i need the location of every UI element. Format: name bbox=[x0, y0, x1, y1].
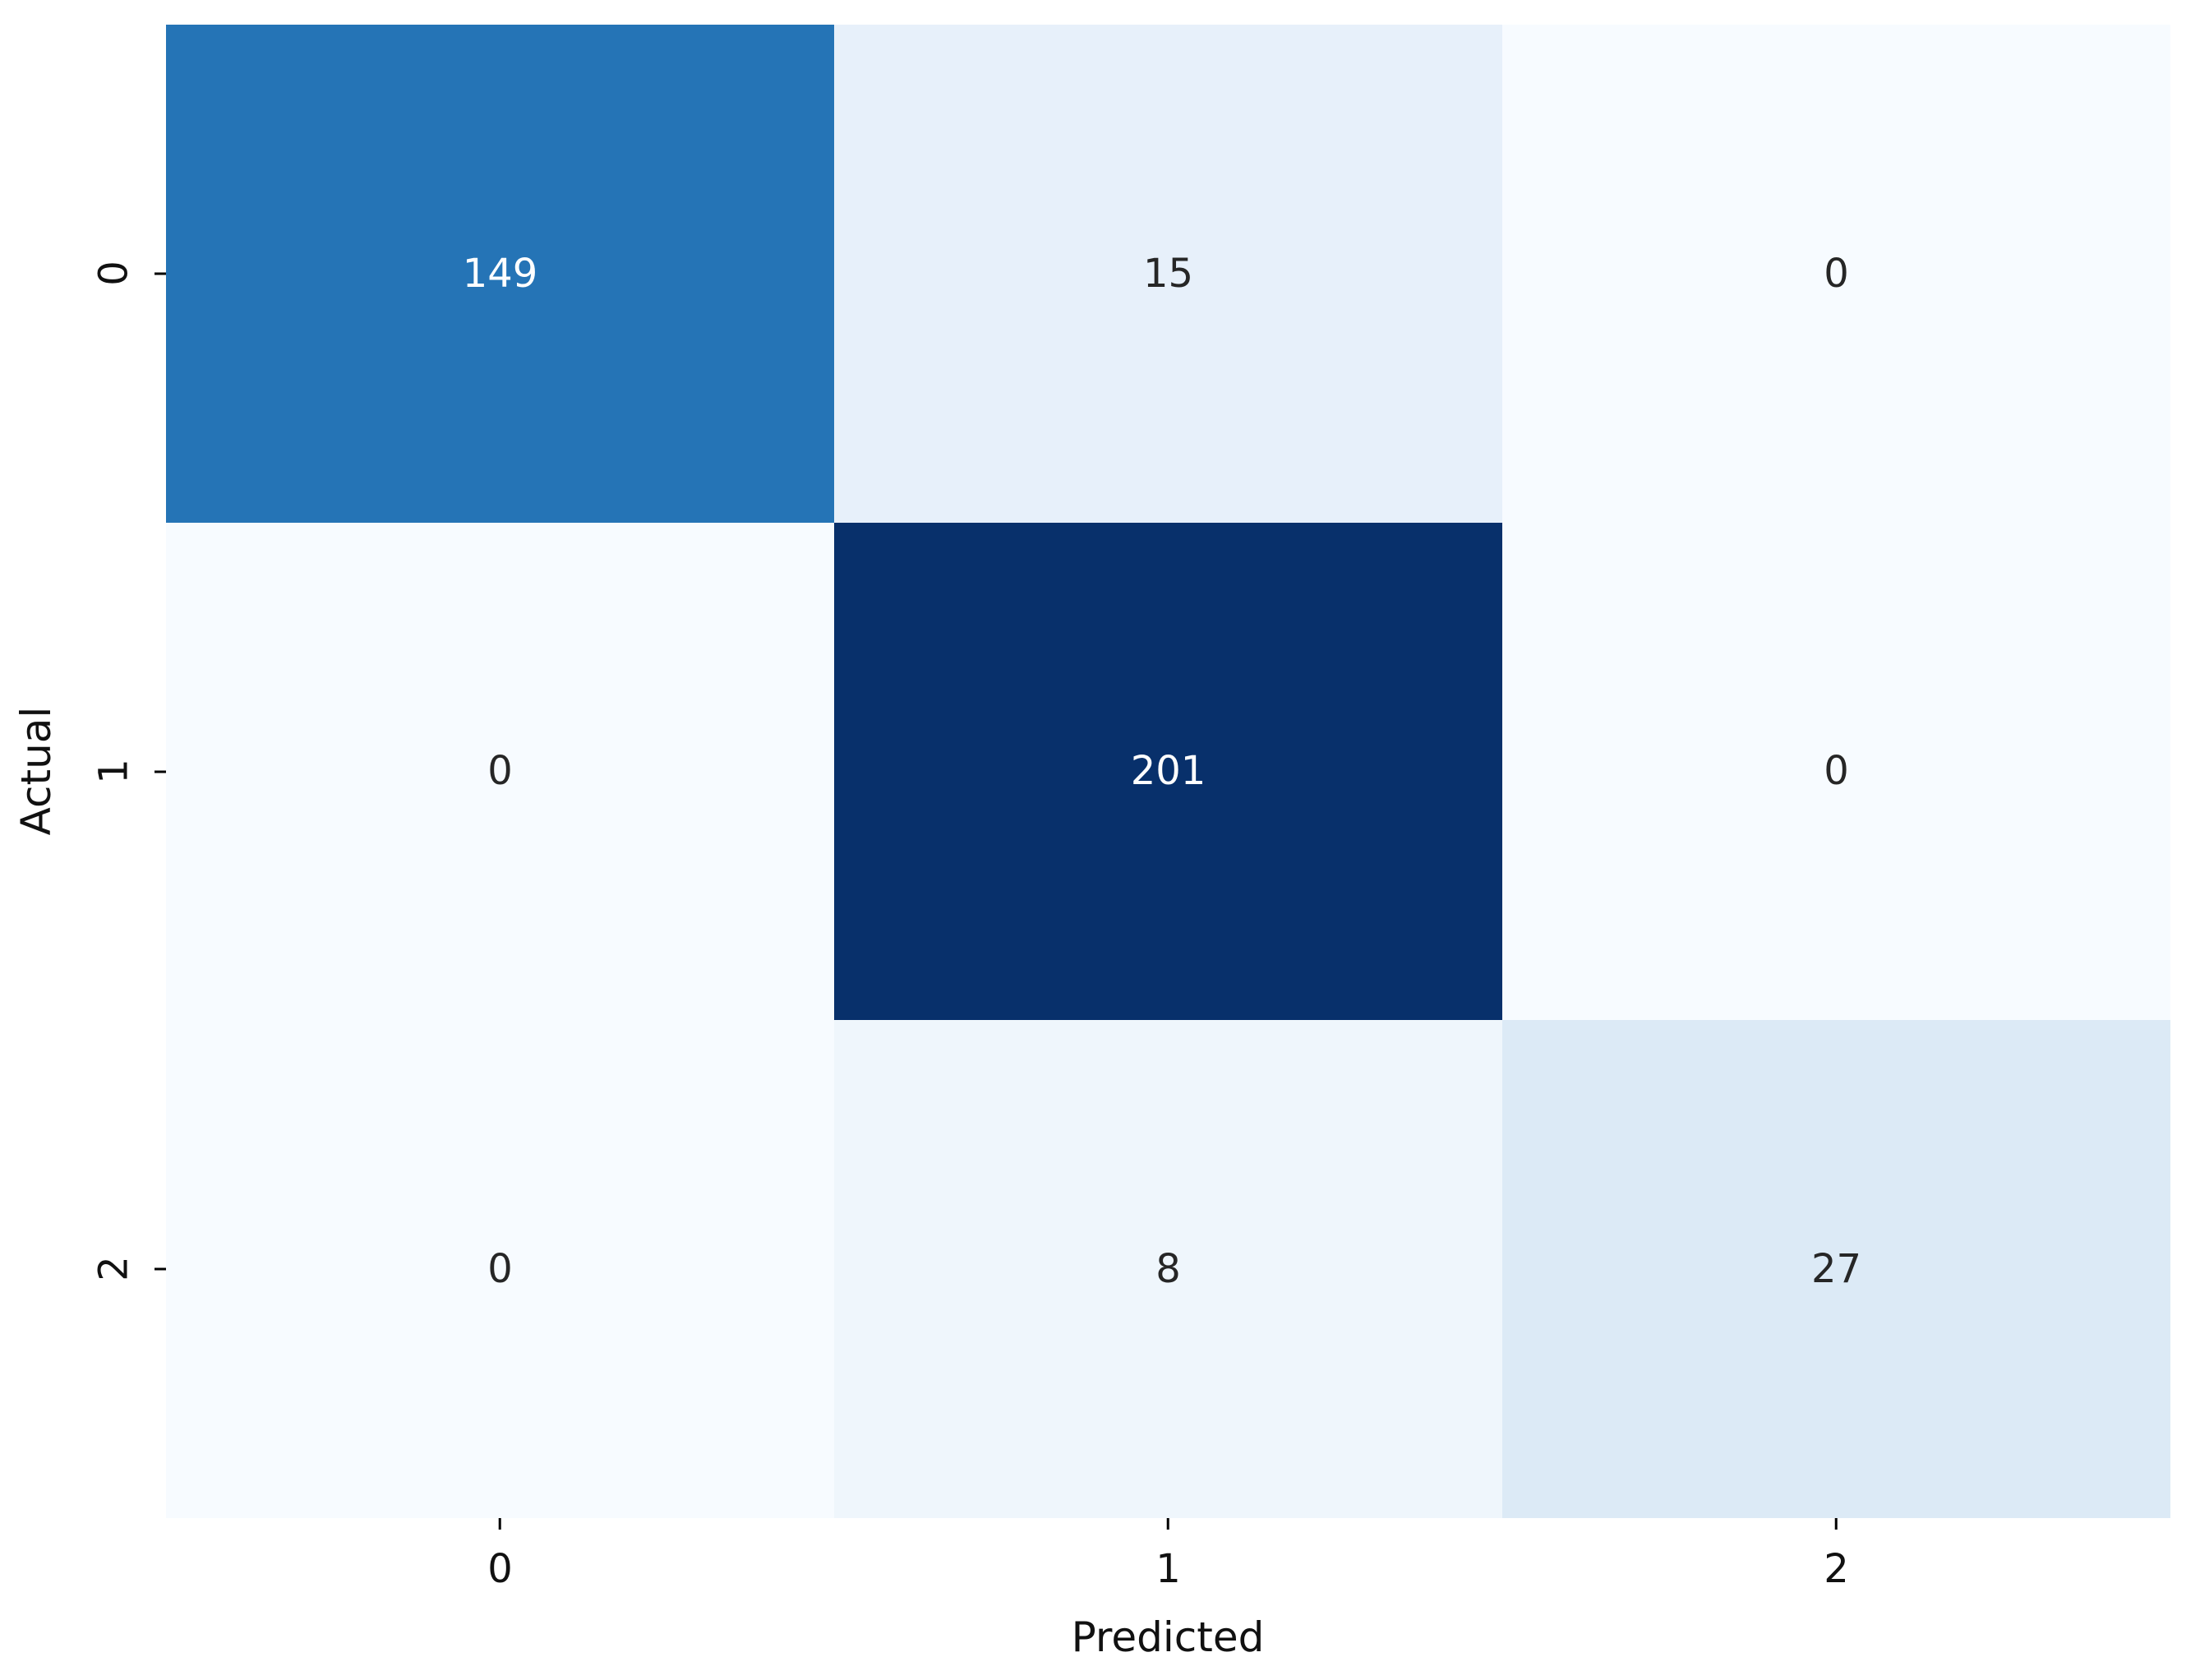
y-axis-label: Actual bbox=[12, 706, 60, 836]
y-tick-label: 1 bbox=[90, 758, 137, 784]
heatmap-cell-r2c1: 8 bbox=[834, 1020, 1502, 1518]
cell-value: 0 bbox=[1824, 250, 1849, 297]
cell-value: 0 bbox=[1824, 748, 1849, 795]
x-tick-label: 0 bbox=[487, 1546, 513, 1592]
cell-value: 15 bbox=[1142, 250, 1194, 297]
heatmap-cell-r2c0: 0 bbox=[166, 1020, 834, 1518]
cell-value: 0 bbox=[487, 1246, 513, 1293]
y-tick-label: 0 bbox=[90, 261, 137, 286]
x-tick-1: 1 bbox=[1155, 1518, 1181, 1589]
x-axis-label: Predicted bbox=[1071, 1613, 1265, 1661]
y-tick-mark bbox=[155, 770, 166, 773]
x-tick-label: 2 bbox=[1824, 1546, 1849, 1592]
heatmap-cell-r1c1: 201 bbox=[834, 522, 1502, 1021]
y-tick-mark bbox=[155, 1267, 166, 1271]
heatmap-cell-r0c0: 149 bbox=[166, 25, 834, 523]
x-axis: 0 1 2 bbox=[166, 1518, 2170, 1617]
cell-value: 8 bbox=[1155, 1246, 1181, 1293]
x-tick-mark bbox=[1834, 1518, 1838, 1530]
x-tick-mark bbox=[1166, 1518, 1169, 1530]
y-tick-mark bbox=[155, 272, 166, 275]
x-tick-label: 1 bbox=[1155, 1546, 1181, 1592]
heatmap-cell-r0c2: 0 bbox=[1502, 25, 2170, 523]
y-axis: 0 1 2 bbox=[0, 25, 166, 1518]
cell-value: 27 bbox=[1810, 1246, 1862, 1293]
cell-value: 149 bbox=[462, 250, 538, 297]
cell-value: 201 bbox=[1130, 748, 1206, 795]
x-tick-2: 2 bbox=[1824, 1518, 1849, 1589]
heatmap-cell-r2c2: 27 bbox=[1502, 1020, 2170, 1518]
heatmap-cell-r1c2: 0 bbox=[1502, 522, 2170, 1021]
heatmap: 149 15 0 0 201 0 0 8 27 bbox=[166, 25, 2170, 1518]
cell-value: 0 bbox=[487, 748, 513, 795]
heatmap-cell-r1c0: 0 bbox=[166, 522, 834, 1021]
heatmap-cell-r0c1: 15 bbox=[834, 25, 1502, 523]
x-tick-0: 0 bbox=[487, 1518, 513, 1589]
x-tick-mark bbox=[498, 1518, 501, 1530]
y-tick-label: 2 bbox=[90, 1256, 137, 1281]
